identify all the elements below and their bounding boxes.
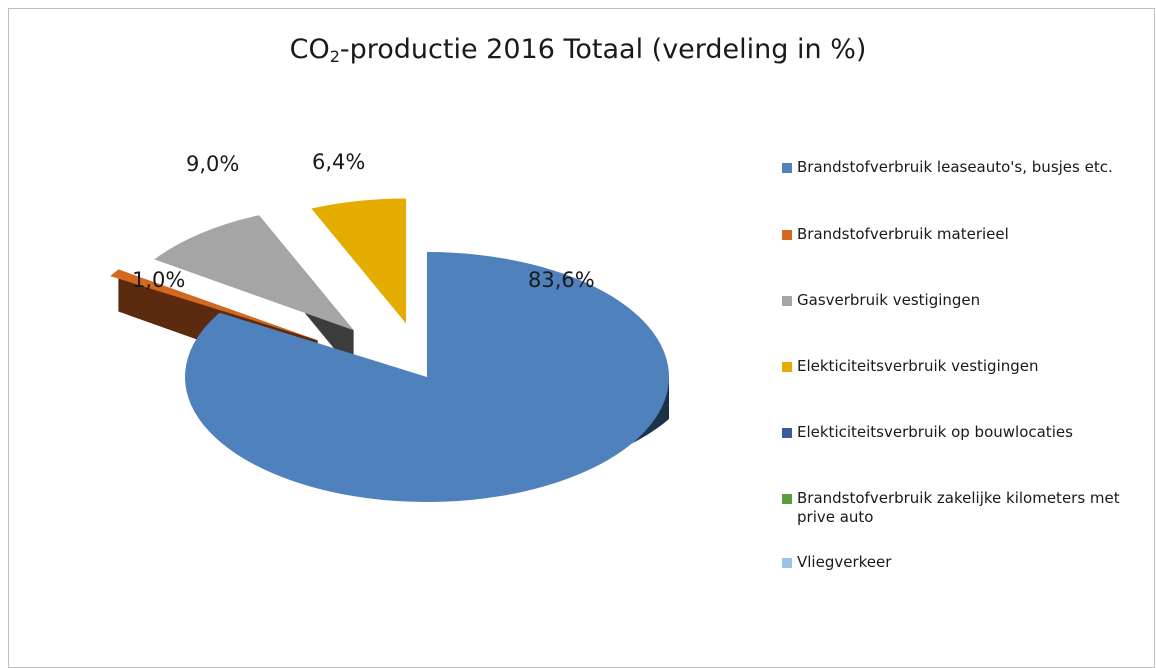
- chart-title-main: CO: [289, 34, 330, 65]
- legend-item: Gasverbruik vestigingen: [782, 291, 1142, 310]
- legend-swatch: [782, 428, 792, 438]
- chart-title: CO2-productie 2016 Totaal (verdeling in …: [0, 34, 1156, 66]
- legend-label: Brandstofverbruik leaseauto's, busjes et…: [797, 158, 1113, 176]
- legend-item: Brandstofverbruik leaseauto's, busjes et…: [782, 158, 1142, 177]
- legend-swatch: [782, 163, 792, 173]
- legend-swatch: [782, 558, 792, 568]
- legend-swatch: [782, 494, 792, 504]
- legend-label: Elekticiteitsverbruik vestigingen: [797, 357, 1039, 375]
- legend-label: Gasverbruik vestigingen: [797, 291, 981, 309]
- legend-item: Vliegverkeer: [782, 553, 1142, 572]
- legend-label: Elekticiteitsverbruik op bouwlocaties: [797, 423, 1073, 441]
- pie-slice-elekticiteitsverbruik-vestigingen: [311, 198, 407, 324]
- legend-swatch: [782, 296, 792, 306]
- legend-item: Brandstofverbruik materieel: [782, 225, 1142, 244]
- data-label-1: 83,6%: [528, 268, 595, 292]
- chart-title-rest: -productie 2016 Totaal (verdeling in %): [339, 34, 867, 65]
- pie-slice-brandstofverbruik-leaseauto-s-busjes-etc: [184, 252, 669, 503]
- pie-slice-gasverbruik-vestigingen: [154, 215, 354, 331]
- chart-title-subscript: 2: [329, 47, 340, 66]
- legend-item: Elekticiteitsverbruik vestigingen: [782, 357, 1142, 376]
- legend-label: Vliegverkeer: [797, 553, 892, 571]
- legend-swatch: [782, 362, 792, 372]
- legend-label: Brandstofverbruik materieel: [797, 225, 1009, 243]
- pie-chart: [110, 198, 669, 503]
- legend-swatch: [782, 230, 792, 240]
- legend-item: Brandstofverbruik zakelijke kilometers m…: [782, 489, 1142, 527]
- legend-item: Elekticiteitsverbruik op bouwlocaties: [782, 423, 1142, 442]
- data-label-4: 6,4%: [312, 150, 366, 174]
- pie-slice-brandstofverbruik-materieel: [110, 269, 318, 341]
- legend-label: Brandstofverbruik zakelijke kilometers m…: [797, 489, 1120, 526]
- data-label-3: 9,0%: [186, 152, 240, 176]
- data-label-2: 1,0%: [132, 268, 186, 292]
